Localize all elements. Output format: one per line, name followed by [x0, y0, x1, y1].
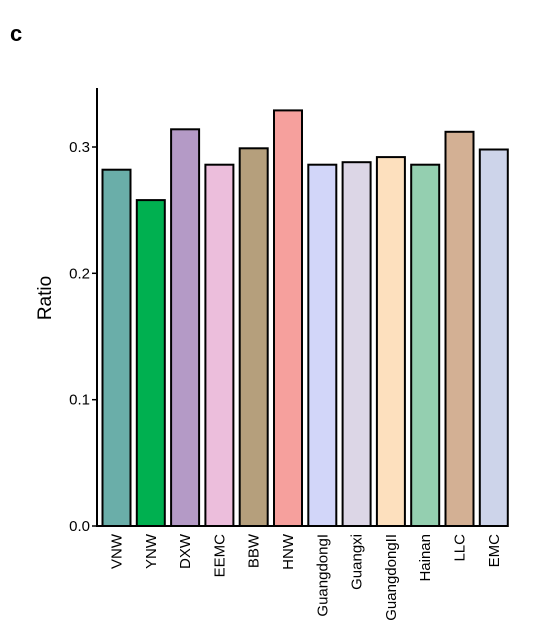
y-ticks-group: 0.0 0.1 0.2 0.3	[69, 139, 97, 535]
y-axis-title: Ratio	[35, 276, 56, 320]
y-tick-label: 0.1	[69, 392, 90, 409]
bar-vnw	[101, 168, 132, 527]
y-tick-label: 0.0	[69, 518, 90, 535]
bar-guangdongii	[375, 156, 406, 527]
bar-eemc	[204, 163, 235, 527]
x-tick-label-ynw: YNW	[143, 533, 160, 569]
x-tick-label-hnw: HNW	[280, 533, 297, 570]
x-tick-label-bbw: BBW	[246, 533, 263, 568]
bar-guangxi	[341, 161, 372, 527]
bar-llc	[444, 130, 475, 528]
y-tick-label: 0.3	[69, 139, 90, 156]
x-tick-label-dxw: DXW	[177, 533, 194, 569]
x-tick-labels-group: VNW YNW DXW EEMC BBW HNW GuangdongI Guangxi Guan…	[109, 533, 503, 621]
panel-label: c	[10, 21, 22, 46]
x-tick-label-emc: EMC	[486, 534, 503, 568]
x-tick-label-llc: LLC	[452, 534, 469, 562]
bar-hainan	[410, 163, 441, 527]
x-tick-label-vnw: VNW	[109, 533, 126, 569]
x-tick-label-guangdongii: GuangdongII	[383, 534, 400, 621]
y-tick-label: 0.2	[69, 265, 90, 282]
x-tick-label-guangxi: Guangxi	[349, 534, 366, 590]
bars-group	[101, 109, 509, 528]
x-tick-label-guangdongi: GuangdongI	[314, 534, 331, 617]
bar-bbw	[238, 147, 269, 528]
x-tick-label-eemc: EEMC	[211, 534, 228, 578]
bar-dxw	[170, 128, 201, 528]
bar-ynw	[135, 199, 166, 527]
bar-hnw	[273, 109, 303, 528]
x-tick-label-hainan: Hainan	[417, 534, 434, 582]
bar-emc	[478, 148, 509, 527]
bar-guangdongi	[307, 163, 338, 527]
